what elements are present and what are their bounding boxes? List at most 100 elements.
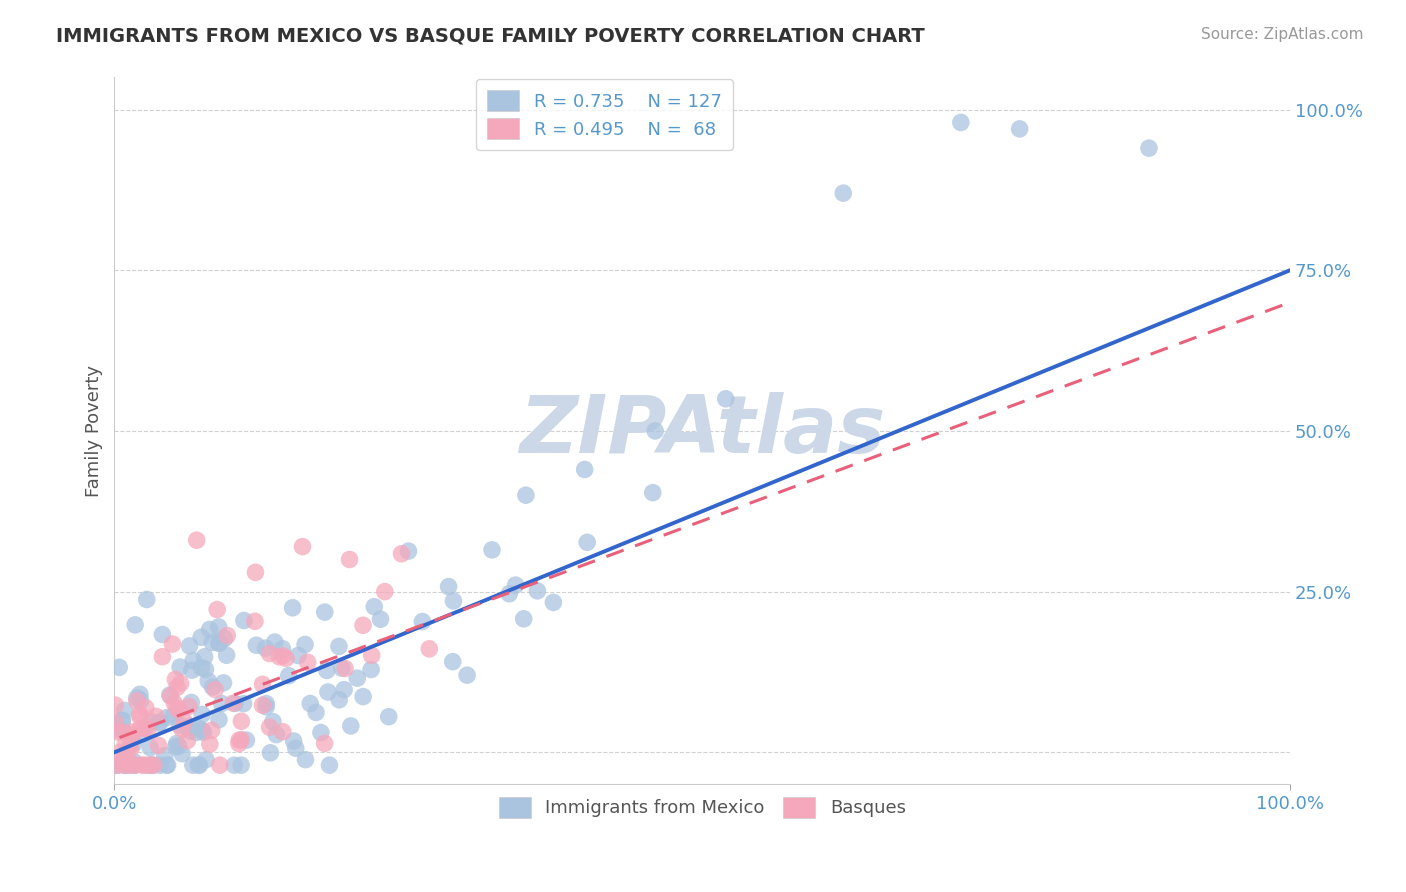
Point <box>576 535 599 549</box>
Point <box>159 689 181 703</box>
Point <box>245 638 267 652</box>
Point <box>252 677 274 691</box>
Point <box>108 746 131 760</box>
Point <box>299 697 322 711</box>
Point <box>112 758 135 772</box>
Point <box>188 758 211 772</box>
Point <box>191 707 214 722</box>
Point <box>515 488 537 502</box>
Point <box>305 706 328 720</box>
Point <box>188 722 211 736</box>
Text: Source: ZipAtlas.com: Source: ZipAtlas.com <box>1201 27 1364 42</box>
Point <box>155 758 177 772</box>
Point <box>124 758 146 772</box>
Point <box>153 748 176 763</box>
Point <box>104 715 127 730</box>
Point <box>222 696 245 710</box>
Point <box>274 651 297 665</box>
Point <box>1008 121 1031 136</box>
Point <box>263 635 285 649</box>
Point <box>165 673 187 687</box>
Point <box>165 739 187 754</box>
Point <box>266 728 288 742</box>
Point <box>297 655 319 669</box>
Point <box>437 580 460 594</box>
Point <box>181 654 204 668</box>
Point <box>141 714 163 729</box>
Point <box>443 594 465 608</box>
Point <box>150 649 173 664</box>
Point <box>107 725 129 739</box>
Point <box>269 649 291 664</box>
Point <box>194 649 217 664</box>
Point <box>314 736 336 750</box>
Point <box>481 542 503 557</box>
Point <box>498 587 520 601</box>
Point <box>163 696 186 710</box>
Point <box>215 648 238 663</box>
Point <box>148 739 170 753</box>
Point <box>641 485 664 500</box>
Point <box>281 600 304 615</box>
Point <box>259 647 281 661</box>
Point <box>173 714 195 729</box>
Point <box>391 547 413 561</box>
Point <box>114 758 136 772</box>
Point <box>245 566 267 580</box>
Point <box>526 583 548 598</box>
Point <box>122 758 145 772</box>
Point <box>150 627 173 641</box>
Point <box>309 725 332 739</box>
Point <box>212 676 235 690</box>
Point <box>190 660 212 674</box>
Point <box>122 736 145 750</box>
Point <box>333 661 356 675</box>
Point <box>194 663 217 677</box>
Point <box>166 681 188 695</box>
Point <box>283 734 305 748</box>
Point <box>198 737 221 751</box>
Point <box>114 758 136 772</box>
Point <box>187 758 209 772</box>
Point <box>208 636 231 650</box>
Point <box>129 722 152 736</box>
Point <box>141 758 163 772</box>
Point <box>318 758 340 772</box>
Point <box>139 740 162 755</box>
Point <box>105 758 128 772</box>
Point <box>135 592 157 607</box>
Point <box>411 615 433 629</box>
Point <box>456 668 478 682</box>
Point <box>378 709 401 723</box>
Point <box>135 701 157 715</box>
Point <box>224 697 246 711</box>
Point <box>398 544 420 558</box>
Point <box>142 758 165 772</box>
Point <box>235 733 257 747</box>
Point <box>228 737 250 751</box>
Point <box>180 696 202 710</box>
Point <box>254 699 277 714</box>
Point <box>156 758 179 772</box>
Point <box>136 758 159 772</box>
Point <box>346 671 368 685</box>
Point <box>201 723 224 738</box>
Point <box>169 718 191 732</box>
Point <box>114 725 136 739</box>
Point <box>374 584 396 599</box>
Point <box>224 758 246 772</box>
Point <box>262 714 284 729</box>
Point <box>170 722 193 736</box>
Point <box>179 639 201 653</box>
Point <box>360 663 382 677</box>
Point <box>134 721 156 735</box>
Point <box>714 392 737 406</box>
Point <box>217 628 239 642</box>
Point <box>314 605 336 619</box>
Point <box>259 720 281 734</box>
Text: IMMIGRANTS FROM MEXICO VS BASQUE FAMILY POVERTY CORRELATION CHART: IMMIGRANTS FROM MEXICO VS BASQUE FAMILY … <box>56 27 925 45</box>
Point <box>167 739 190 754</box>
Point <box>162 637 184 651</box>
Point <box>328 692 350 706</box>
Point <box>204 682 226 697</box>
